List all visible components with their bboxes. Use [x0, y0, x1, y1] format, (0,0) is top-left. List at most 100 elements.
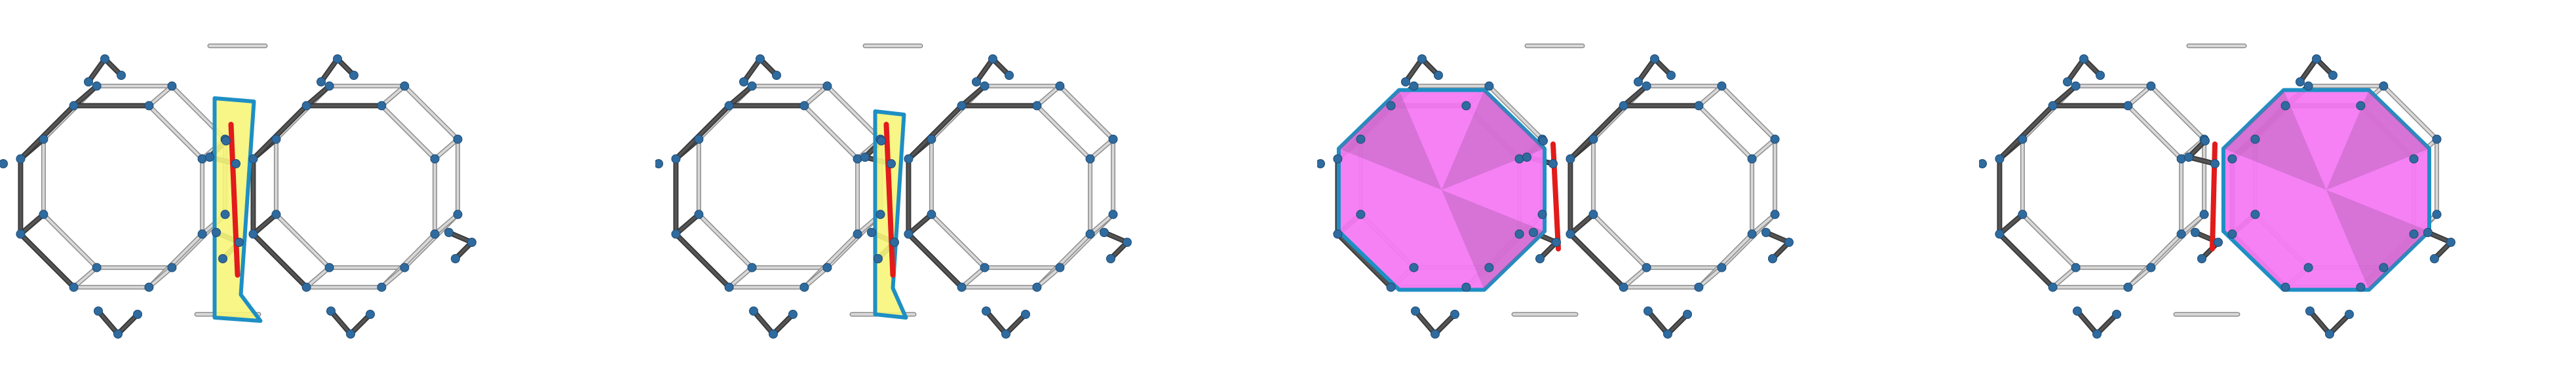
node — [1100, 228, 1109, 237]
node — [671, 154, 681, 164]
panel-2 — [655, 43, 1132, 339]
node — [904, 154, 913, 164]
node — [769, 329, 778, 339]
rod — [1569, 232, 1625, 289]
node — [1085, 229, 1095, 239]
node — [2176, 229, 2186, 239]
node — [377, 282, 387, 292]
red-edge — [228, 122, 240, 278]
node — [2199, 210, 2209, 219]
rod — [2076, 310, 2098, 335]
rod — [1647, 310, 1669, 335]
node — [271, 210, 281, 219]
node — [980, 81, 990, 91]
rod — [1088, 138, 1115, 160]
rod — [2126, 104, 2183, 160]
node — [927, 134, 936, 144]
panel-4 — [1979, 43, 2455, 339]
node — [1747, 229, 1757, 239]
node — [747, 81, 757, 91]
rod — [1035, 104, 1092, 160]
rod — [1404, 58, 1423, 83]
rod — [960, 84, 986, 107]
node — [2071, 81, 2081, 91]
node — [324, 263, 334, 272]
panel-3 — [1317, 43, 1794, 339]
node — [271, 134, 281, 144]
rod — [930, 213, 986, 269]
node — [1995, 154, 2005, 164]
rod — [2180, 213, 2206, 236]
node — [377, 101, 387, 111]
node — [739, 77, 748, 86]
node — [749, 306, 758, 316]
node — [1529, 228, 1538, 237]
node — [1484, 81, 1494, 91]
node — [772, 71, 781, 80]
node — [2280, 101, 2290, 111]
rod — [380, 84, 406, 107]
node — [1588, 210, 1598, 219]
rod — [1336, 232, 1393, 289]
node — [1683, 310, 1692, 319]
node — [1434, 71, 1443, 80]
rod — [330, 310, 352, 335]
node — [1642, 81, 1651, 91]
rod — [2328, 313, 2351, 335]
node — [451, 254, 460, 263]
node — [144, 282, 154, 292]
node — [1032, 282, 1042, 292]
rod — [305, 84, 331, 107]
rod — [752, 310, 775, 335]
node — [2079, 54, 2088, 64]
node — [2325, 329, 2334, 339]
rod — [1088, 213, 1115, 236]
node — [301, 282, 311, 292]
rod — [1697, 266, 1723, 289]
node — [100, 54, 109, 64]
rod — [147, 84, 174, 107]
node — [221, 136, 231, 145]
node — [16, 229, 26, 239]
ring-face-shade — [1338, 90, 1442, 190]
node — [2250, 210, 2260, 219]
node — [655, 159, 663, 168]
node — [2197, 254, 2206, 263]
node — [197, 229, 207, 239]
rod — [985, 310, 1007, 335]
node — [2356, 101, 2366, 111]
node — [1461, 282, 1471, 292]
node — [1431, 329, 1440, 339]
node — [1761, 228, 1771, 237]
node — [400, 81, 410, 91]
node — [2018, 134, 2028, 144]
node — [248, 229, 258, 239]
node — [2048, 101, 2058, 111]
node — [1552, 238, 1561, 247]
rod — [433, 213, 459, 236]
ring-face — [1336, 88, 1547, 292]
node — [117, 71, 126, 80]
rod — [2066, 58, 2085, 83]
node — [94, 306, 103, 316]
rod — [803, 104, 859, 160]
node — [1317, 159, 1325, 168]
rod — [87, 58, 106, 83]
node — [877, 136, 886, 145]
node — [2073, 306, 2082, 316]
node — [317, 77, 326, 86]
node — [2092, 329, 2102, 339]
node — [1417, 54, 1427, 64]
node — [1108, 210, 1118, 219]
node — [1770, 210, 1780, 219]
node — [400, 263, 410, 272]
rod — [252, 104, 308, 160]
node — [197, 154, 207, 164]
node — [822, 263, 832, 272]
node — [212, 228, 221, 237]
node — [1537, 210, 1547, 219]
node — [874, 254, 883, 263]
node — [220, 210, 230, 219]
node — [1539, 136, 1548, 145]
rod — [1035, 266, 1062, 289]
